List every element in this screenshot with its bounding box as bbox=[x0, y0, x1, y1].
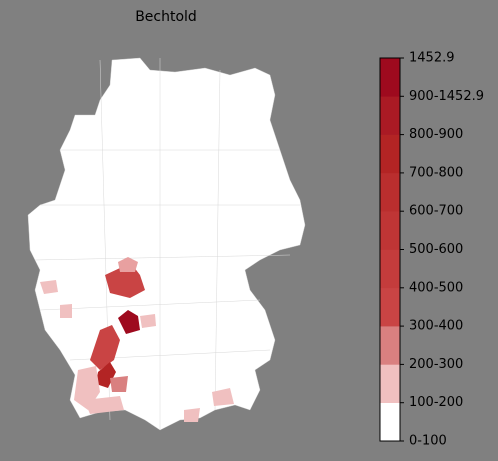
colorbar-segment bbox=[380, 402, 400, 442]
colorbar-label: 400-500 bbox=[409, 280, 463, 295]
colorbar-segment bbox=[380, 211, 400, 250]
colorbar-segment bbox=[380, 249, 400, 289]
colorbar-segment bbox=[380, 134, 400, 174]
region-west bbox=[40, 280, 58, 294]
colorbar-label: 800-900 bbox=[409, 127, 463, 142]
region-hesse-north bbox=[118, 257, 138, 272]
colorbar-segment bbox=[380, 326, 400, 365]
region-bavaria-south bbox=[212, 388, 234, 406]
colorbar-segment bbox=[380, 58, 400, 97]
colorbar-segment bbox=[380, 172, 400, 212]
colorbar-label: 100-200 bbox=[409, 395, 463, 410]
region-main bbox=[118, 310, 140, 334]
district-borders bbox=[34, 58, 300, 430]
colorbar-segment bbox=[380, 96, 400, 135]
colorbar-label: 900-1452.9 bbox=[409, 89, 484, 104]
colorbar-label: 1452.9 bbox=[409, 51, 455, 66]
colorbar-label: 500-600 bbox=[409, 242, 463, 257]
region-south bbox=[84, 396, 124, 414]
germany-map bbox=[27, 57, 306, 431]
region-stuttgart bbox=[110, 376, 128, 392]
colorbar-label: 200-300 bbox=[409, 357, 463, 372]
colorbar: 0-100 100-200 200-300 300-400 400-500 500-600… bbox=[379, 51, 484, 449]
region-franconia bbox=[140, 314, 156, 328]
colorbar-segment bbox=[380, 287, 400, 327]
colorbar-label: 600-700 bbox=[409, 204, 463, 219]
region-rlp bbox=[60, 304, 72, 318]
colorbar-segment bbox=[380, 364, 400, 403]
region-lake bbox=[184, 408, 200, 422]
colorbar-label: 300-400 bbox=[409, 319, 463, 334]
colorbar-label: 0-100 bbox=[409, 434, 447, 449]
region-rhine-neckar bbox=[90, 325, 120, 370]
map-title: Bechtold bbox=[135, 9, 197, 25]
colorbar-label: 700-800 bbox=[409, 165, 463, 180]
